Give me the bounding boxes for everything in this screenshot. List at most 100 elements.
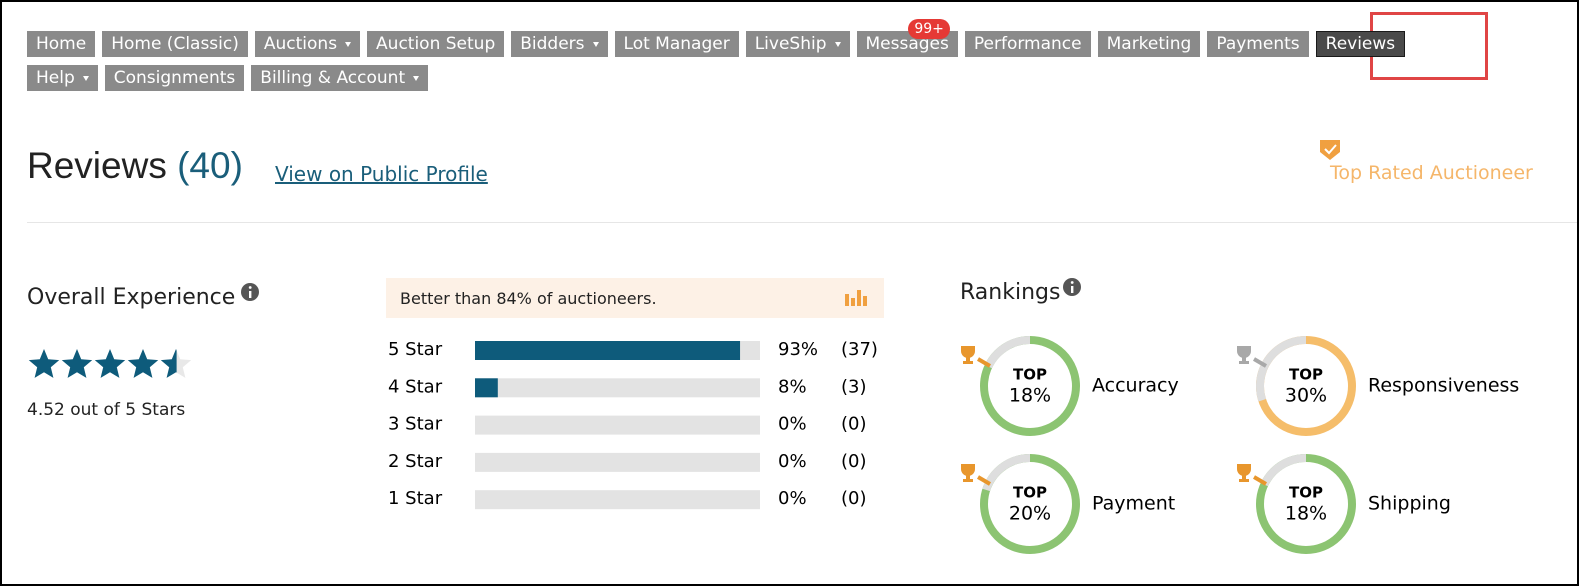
nav-row: Home Home (Classic) Auctions Auction Setup B…: [27, 19, 1406, 57]
ring-rank-arc: [980, 454, 1080, 554]
nav-button[interactable]: Home: [27, 31, 96, 57]
top-label: TOP: [1013, 484, 1047, 502]
nav-label: Auctions: [263, 34, 338, 54]
nav-label: Home: [36, 34, 87, 54]
nav-label: Help: [36, 68, 75, 88]
bar-track: [475, 415, 760, 435]
trophy-tick: [1252, 357, 1268, 368]
dropdown-caret: [345, 41, 352, 47]
bar-track: [475, 490, 760, 510]
ring-rank-arc: [1256, 454, 1356, 554]
nav-label: Marketing: [1106, 34, 1192, 54]
top-label: TOP: [1289, 366, 1323, 384]
nav-label: Messages: [865, 34, 949, 54]
dropdown-caret: [413, 75, 420, 81]
percent-label: 0%: [778, 451, 807, 472]
page-title: Reviews (40): [27, 145, 243, 187]
top-percent: 30%: [1285, 385, 1327, 407]
bar: [475, 341, 741, 360]
rankings-title: Rankings: [960, 280, 1061, 305]
star-label: 5 Star: [388, 339, 443, 360]
nav-button[interactable]: Lot Manager: [614, 31, 739, 57]
top-percent: 20%: [1009, 503, 1051, 525]
top-label: TOP: [1013, 366, 1047, 384]
nav-row: Help Consignments Billing & Account: [27, 65, 429, 91]
star-label: 3 Star: [388, 414, 443, 435]
nav-label: Billing & Account: [260, 68, 406, 88]
nav-label: Home (Classic): [111, 34, 239, 54]
rating-text: 4.52 out of 5 Stars: [27, 400, 186, 420]
ring-rank-arc: [1256, 336, 1356, 436]
percent-label: 0%: [778, 414, 807, 435]
divider: [27, 222, 1577, 223]
nav-button[interactable]: Reviews: [1315, 31, 1406, 57]
nav-label: Lot Manager: [623, 34, 730, 54]
trophy-icon: [1237, 464, 1251, 482]
nav-button[interactable]: Auctions: [254, 31, 361, 57]
nav-label: Performance: [973, 34, 1082, 54]
ranking-name: Payment: [1092, 493, 1175, 515]
info-icon: [241, 283, 259, 301]
trophy-tick: [1252, 475, 1268, 486]
nav-label: Payments: [1216, 34, 1300, 54]
nav-button[interactable]: Messages 99+: [856, 19, 958, 57]
ring-rank-arc: [980, 336, 1080, 436]
count-label: (0): [841, 414, 867, 435]
bar-track: [475, 378, 760, 398]
nav-label: LiveShip: [754, 34, 827, 54]
nav-label: Consignments: [113, 68, 236, 88]
nav-button[interactable]: Consignments: [104, 65, 245, 91]
nav-label: Reviews: [1325, 34, 1396, 54]
nav-button[interactable]: Home (Classic): [102, 31, 248, 57]
percent-label: 8%: [778, 376, 807, 397]
trophy-icon: [961, 464, 975, 482]
nav-button[interactable]: Performance: [964, 31, 1091, 57]
star-label: 2 Star: [388, 451, 443, 472]
trophy-icon: [961, 346, 975, 364]
count-label: (0): [841, 488, 867, 509]
info-icon: [1063, 278, 1081, 296]
nav-button[interactable]: Auction Setup: [367, 31, 505, 57]
overall-title: Overall Experience: [27, 285, 236, 310]
dropdown-caret: [834, 41, 841, 47]
top-rated-icon: [1320, 140, 1340, 160]
bar-track: [475, 452, 760, 472]
count-label: (37): [841, 339, 878, 360]
ranking-name: Accuracy: [1092, 375, 1179, 397]
bar: [475, 378, 498, 398]
count-label: (0): [841, 451, 867, 472]
nav-button[interactable]: Bidders: [511, 31, 608, 57]
trophy-icon: [1237, 346, 1251, 364]
chart-icon: [845, 290, 867, 306]
star-label: 4 Star: [388, 376, 443, 397]
percent-label: 93%: [778, 339, 818, 360]
nav-button[interactable]: Marketing: [1097, 31, 1201, 57]
nav-label: Auction Setup: [376, 34, 496, 54]
nav-button[interactable]: Help: [27, 65, 98, 91]
percent-label: 0%: [778, 488, 807, 509]
banner: [386, 278, 884, 318]
top-rated-badge: Top Rated Auctioneer: [1330, 162, 1533, 184]
top-label: TOP: [1289, 484, 1323, 502]
top-percent: 18%: [1285, 503, 1327, 525]
dropdown-caret: [592, 41, 599, 47]
dropdown-caret: [82, 75, 89, 81]
title: Reviews: [27, 145, 167, 186]
count-label: (3): [841, 376, 867, 397]
star-label: 1 Star: [388, 488, 443, 509]
ranking-name: Shipping: [1368, 493, 1451, 515]
nav-button[interactable]: Payments: [1207, 31, 1309, 57]
top-percent: 18%: [1009, 385, 1051, 407]
nav-button[interactable]: LiveShip: [745, 31, 850, 57]
nav-button[interactable]: Billing & Account: [251, 65, 429, 91]
trophy-tick: [976, 475, 992, 486]
star-rating: [28, 349, 177, 378]
review-count: (40): [177, 145, 243, 186]
trophy-tick: [976, 357, 992, 368]
nav-label: Bidders: [520, 34, 585, 54]
notification-badge: 99+: [908, 19, 950, 39]
public-profile-link[interactable]: View on Public Profile: [275, 162, 488, 186]
banner-text: Better than 84% of auctioneers.: [400, 289, 657, 308]
